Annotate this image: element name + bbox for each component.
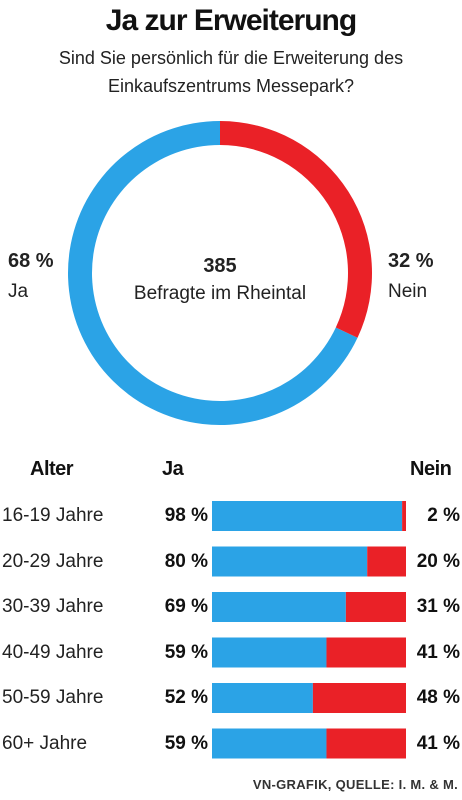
respondent-description: Befragte im Rheintal (133, 283, 307, 304)
ja-slice-name: Ja (8, 281, 29, 302)
nein-value-5: 41 % (416, 732, 460, 754)
ja-value-1: 80 % (164, 550, 208, 572)
bar-ja-5 (212, 728, 327, 759)
age-label-1: 20-29 Jahre (2, 550, 104, 572)
age-label-5: 60+ Jahre (2, 732, 88, 754)
bar-ja-2 (212, 592, 346, 622)
bar-ja-0 (212, 501, 403, 531)
donut-slice-nein (220, 121, 372, 338)
age-label-4: 50-59 Jahre (2, 687, 104, 708)
subtitle-line-1: Sind Sie persönlich für die Erweiterung … (58, 48, 404, 68)
nein-value-0: 2 % (427, 505, 460, 526)
bar-ja-3 (212, 637, 327, 668)
ja-slice-label: 68 % Ja (8, 250, 54, 303)
nein-value-1: 20 % (416, 550, 460, 572)
ja-slice-percent: 68 % (8, 250, 54, 272)
age-label-0: 16-19 Jahre (2, 505, 104, 526)
header-ja: Ja (162, 458, 184, 480)
chart-title: Ja zur Erweiterung (105, 4, 357, 37)
ja-value-2: 69 % (164, 596, 208, 617)
header-nein: Nein (410, 458, 452, 480)
bar-nein-3 (326, 637, 406, 668)
ja-value-0: 98 % (164, 505, 208, 526)
age-label-3: 40-49 Jahre (2, 641, 104, 663)
ja-value-3: 59 % (164, 641, 208, 663)
nein-slice-percent: 32 % (388, 250, 434, 272)
subtitle-line-2: Einkaufszentrums Messepark? (107, 76, 355, 96)
bar-nein-2 (345, 592, 406, 622)
header-alter: Alter (30, 458, 74, 480)
nein-slice-name: Nein (388, 281, 428, 302)
age-label-2: 30-39 Jahre (2, 596, 104, 617)
bar-nein-0 (402, 501, 406, 531)
bar-ja-1 (212, 546, 368, 577)
donut-center: 385 Befragte im Rheintal (110, 252, 330, 308)
donut-chart (68, 121, 372, 425)
nein-value-2: 31 % (416, 596, 460, 617)
nein-value-4: 48 % (416, 687, 460, 708)
bar-nein-4 (312, 683, 406, 713)
bar-nein-5 (326, 728, 406, 759)
source-note: VN-GRAFIK, QUELLE: I. M. & M. (252, 777, 458, 792)
nein-value-3: 41 % (416, 641, 460, 663)
ja-value-4: 52 % (164, 687, 208, 708)
chart-subtitle: Sind Sie persönlich für die Erweiterung … (0, 44, 462, 100)
ja-value-5: 59 % (164, 732, 208, 754)
nein-slice-label: 32 % Nein (388, 250, 434, 303)
bar-nein-1 (367, 546, 406, 577)
bar-ja-4 (212, 683, 313, 713)
respondent-count: 385 (203, 255, 237, 277)
